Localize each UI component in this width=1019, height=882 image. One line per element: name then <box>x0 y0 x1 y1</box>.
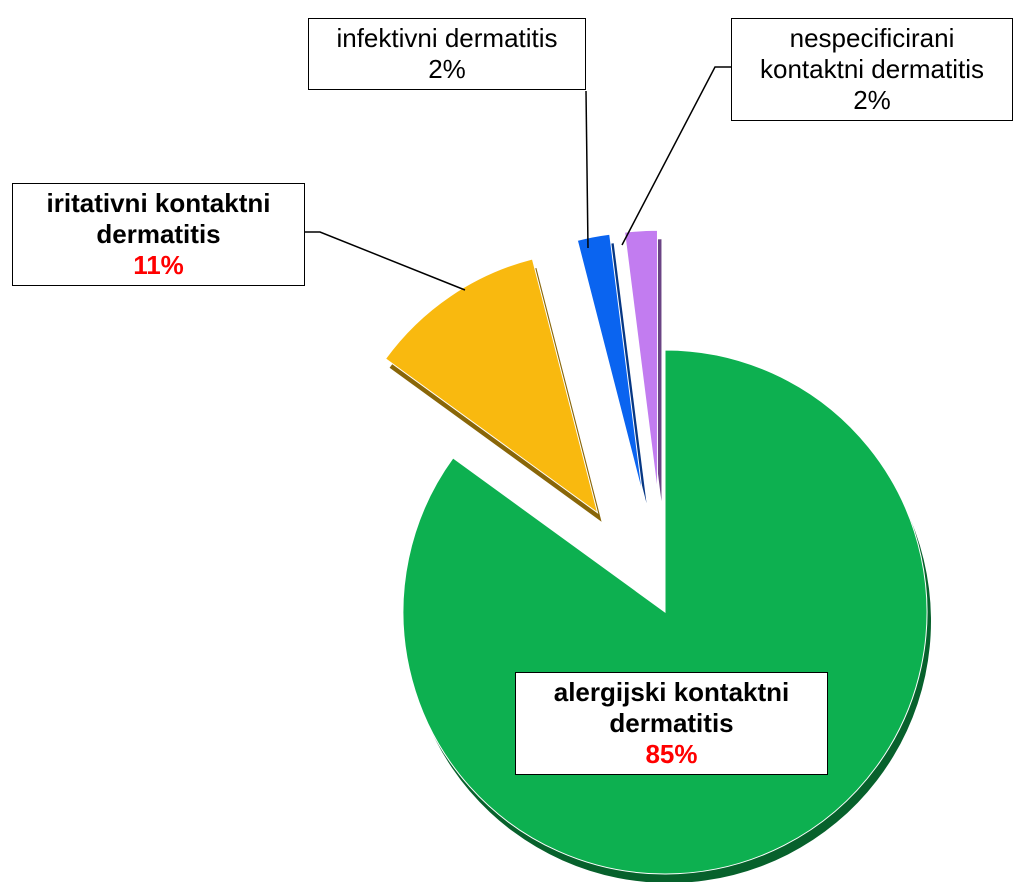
label-value: 2% <box>853 85 891 115</box>
label-value: 2% <box>428 54 466 84</box>
slice <box>576 233 644 495</box>
data-label: alergijski kontaktni dermatitis 85% <box>515 672 828 775</box>
leader-line <box>305 231 466 291</box>
slice <box>384 258 599 514</box>
slice <box>624 229 658 493</box>
leader-line <box>585 90 589 249</box>
label-value: 11% <box>133 250 184 280</box>
label-name: alergijski kontaktni dermatitis <box>553 677 790 738</box>
label-name: infektivni dermatitis <box>336 23 558 53</box>
leader-line <box>621 66 731 246</box>
label-value: 85% <box>645 739 698 769</box>
data-label: infektivni dermatitis 2% <box>308 18 586 90</box>
data-label: nespecificirani kontaktni dermatitis 2% <box>731 18 1013 121</box>
data-label: iritativni kontaktni dermatitis 11% <box>12 183 305 286</box>
label-name: nespecificirani kontaktni dermatitis <box>760 23 984 84</box>
label-name: iritativni kontaktni dermatitis <box>46 188 271 249</box>
